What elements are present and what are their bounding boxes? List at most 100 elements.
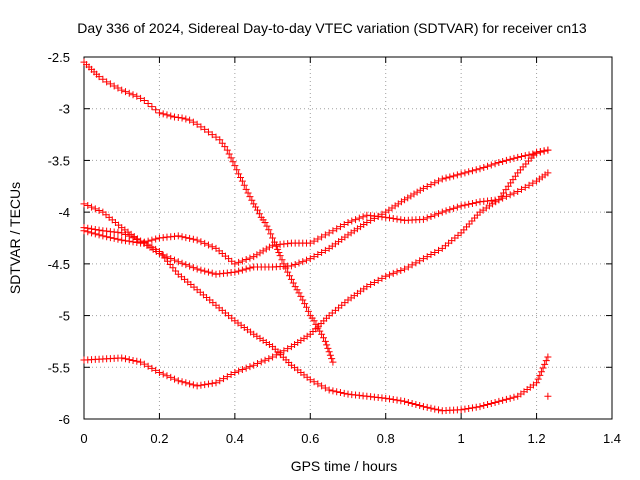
data-point: [295, 259, 303, 267]
data-point: [544, 146, 552, 154]
y-axis: -2.5 -3 -3.5 -4 -4.5 -5 -5.5 -6: [48, 50, 612, 427]
data-point: [510, 393, 518, 401]
data-point: [246, 254, 254, 262]
data-point: [510, 154, 518, 162]
data-point: [201, 239, 209, 247]
data-point: [314, 235, 322, 243]
data-point: [304, 307, 312, 315]
data-point: [261, 356, 269, 364]
data-point: [242, 265, 250, 273]
data-point: [225, 150, 233, 158]
data-point: [265, 226, 273, 234]
data-point: [487, 399, 495, 407]
data-point: [310, 237, 318, 245]
data-point: [263, 222, 271, 230]
data-point: [144, 100, 152, 108]
grid-lines: [84, 57, 612, 419]
data-point: [229, 158, 237, 166]
data-point: [318, 233, 326, 241]
y-tick-label: -4.5: [48, 257, 70, 272]
data-point: [182, 234, 190, 242]
data-point: [450, 172, 458, 180]
data-point: [431, 211, 439, 219]
data-point: [374, 276, 382, 284]
data-point: [314, 251, 322, 259]
data-point: [253, 206, 261, 214]
data-point: [140, 238, 148, 246]
data-point: [261, 218, 269, 226]
data-point: [220, 375, 228, 383]
data-point: [393, 215, 401, 223]
data-point: [235, 258, 243, 266]
series-sat-a: [80, 58, 337, 366]
data-point: [336, 223, 344, 231]
data-point: [231, 268, 239, 276]
data-point: [284, 268, 292, 276]
y-axis-label: SDTVAR / TECUs: [7, 182, 23, 294]
data-point: [499, 194, 507, 202]
data-point: [186, 116, 194, 124]
data-point: [227, 371, 235, 379]
data-point: [212, 379, 220, 387]
data-point: [118, 229, 126, 237]
data-point: [310, 317, 318, 325]
data-point: [506, 155, 514, 163]
data-point: [321, 231, 329, 239]
data-point: [544, 169, 552, 177]
data-point: [121, 230, 129, 238]
data-point: [412, 259, 420, 267]
data-point: [171, 113, 179, 121]
y-tick-label: -4: [58, 205, 70, 220]
data-point: [382, 394, 390, 402]
data-point: [99, 75, 107, 83]
data-point: [385, 271, 393, 279]
data-point: [178, 233, 186, 241]
data-point: [457, 406, 465, 414]
data-point: [80, 227, 88, 235]
data-point: [310, 253, 318, 261]
data-point: [370, 278, 378, 286]
data-point: [242, 185, 250, 193]
data-point: [457, 170, 465, 178]
data-point: [246, 264, 254, 272]
data-point: [121, 237, 129, 245]
data-point: [137, 94, 145, 102]
data-point: [238, 366, 246, 374]
data-point: [525, 181, 533, 189]
data-point: [231, 260, 239, 268]
data-point: [397, 397, 405, 405]
data-point: [95, 73, 103, 81]
data-point: [359, 213, 367, 221]
data-point: [253, 360, 261, 368]
data-point: [476, 403, 484, 411]
data-point: [208, 131, 216, 139]
data-point: [137, 358, 145, 366]
data-point: [174, 258, 182, 266]
data-point: [506, 394, 514, 402]
data-point: [416, 257, 424, 265]
data-point: [480, 163, 488, 171]
data-point: [506, 191, 514, 199]
data-point: [502, 395, 510, 403]
data-point: [295, 289, 303, 297]
data-point: [310, 378, 318, 386]
data-point: [125, 356, 133, 364]
data-point: [278, 256, 286, 264]
data-point: [529, 150, 537, 158]
data-point: [186, 234, 194, 242]
series-sat-e: [80, 146, 552, 390]
data-point: [303, 256, 311, 264]
data-point: [435, 210, 443, 218]
data-point: [542, 357, 550, 365]
data-point: [182, 261, 190, 269]
data-point: [446, 173, 454, 181]
data-point: [453, 203, 461, 211]
data-point: [438, 175, 446, 183]
data-point: [340, 221, 348, 229]
x-tick-label: 0.2: [150, 431, 168, 446]
data-point: [468, 199, 476, 207]
data-point: [423, 403, 431, 411]
data-point: [182, 379, 190, 387]
data-point: [227, 154, 235, 162]
data-point: [297, 292, 305, 300]
